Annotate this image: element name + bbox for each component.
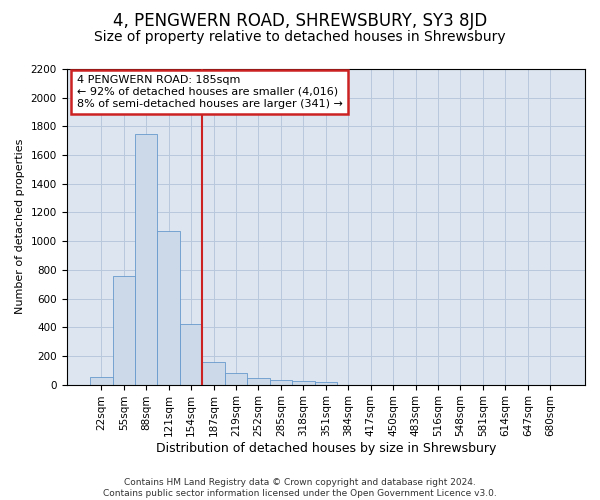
Text: 4, PENGWERN ROAD, SHREWSBURY, SY3 8JD: 4, PENGWERN ROAD, SHREWSBURY, SY3 8JD (113, 12, 487, 30)
Bar (314, 382, 337, 384)
Bar (202, 362, 225, 384)
Bar (135, 134, 157, 384)
Bar (247, 378, 269, 384)
Bar (157, 231, 180, 384)
Bar (225, 373, 247, 384)
Text: 4 PENGWERN ROAD: 185sqm
← 92% of detached houses are smaller (4,016)
8% of semi-: 4 PENGWERN ROAD: 185sqm ← 92% of detache… (77, 76, 343, 108)
Bar (292, 380, 314, 384)
Y-axis label: Number of detached properties: Number of detached properties (15, 139, 25, 314)
Text: Contains HM Land Registry data © Crown copyright and database right 2024.
Contai: Contains HM Land Registry data © Crown c… (103, 478, 497, 498)
Bar (180, 324, 202, 384)
X-axis label: Distribution of detached houses by size in Shrewsbury: Distribution of detached houses by size … (155, 442, 496, 455)
Bar (113, 276, 135, 384)
Bar (269, 380, 292, 384)
Text: Size of property relative to detached houses in Shrewsbury: Size of property relative to detached ho… (94, 30, 506, 44)
Bar (90, 378, 113, 384)
